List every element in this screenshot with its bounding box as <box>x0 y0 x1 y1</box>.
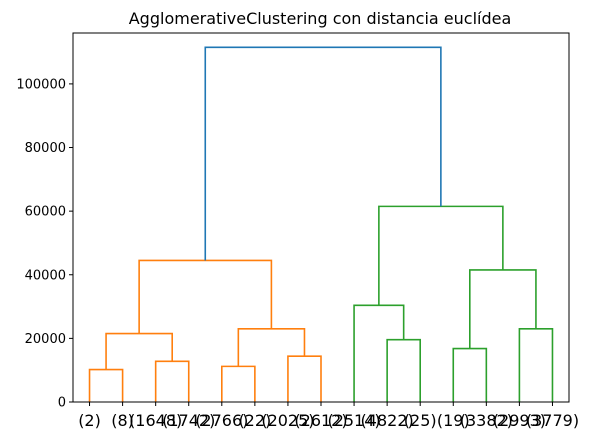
dendrogram-link <box>378 205 504 306</box>
dendrogram-link <box>204 46 442 261</box>
leaf-label: (2993) <box>493 411 546 430</box>
x-axis-ticks: (2) (8)(1648)(1742)(2766)(22)(2025)(2612)… <box>78 402 579 430</box>
leaf-label: (2025) <box>261 411 314 430</box>
dendrogram-link <box>452 347 488 402</box>
chart-title: AgglomerativeClustering con distancia eu… <box>129 9 512 28</box>
dendrogram-link <box>287 355 322 402</box>
dendrogram-link <box>88 368 124 402</box>
leaf-label: (2514) <box>327 411 380 430</box>
leaf-label: (3382) <box>460 411 513 430</box>
dendrogram-link <box>138 259 273 334</box>
leaf-label: (25) <box>404 411 437 430</box>
leaf-label: (8) <box>111 411 134 430</box>
plot-frame <box>72 32 570 403</box>
leaf-label: (19) <box>437 411 470 430</box>
y-tick-label: 20000 <box>25 332 66 347</box>
dendrogram-link <box>353 304 405 402</box>
leaf-label: (4822) <box>361 411 414 430</box>
y-tick-label: 100000 <box>16 77 66 92</box>
y-tick-label: 0 <box>58 396 66 411</box>
leaf-label: (22) <box>238 411 271 430</box>
dendrogram-link <box>237 328 306 367</box>
dendrogram-link <box>221 365 256 402</box>
dendrogram-link <box>469 269 537 349</box>
leaf-label: (3779) <box>526 411 579 430</box>
dendrogram-links <box>88 46 554 402</box>
leaf-label: (2766) <box>195 411 248 430</box>
dendrogram-link <box>386 338 421 402</box>
leaf-label: (1742) <box>162 411 215 430</box>
leaf-label: (2) <box>78 411 101 430</box>
y-tick-label: 80000 <box>25 141 66 156</box>
y-tick-label: 40000 <box>25 268 66 283</box>
y-axis-ticks: 0 20000 40000 60000 80000 100000 <box>16 77 73 411</box>
leaf-label: (2612) <box>294 411 347 430</box>
y-tick-label: 60000 <box>25 205 66 220</box>
dendrogram-link <box>518 328 554 402</box>
leaf-label: (1648) <box>129 411 182 430</box>
dendrogram-link <box>105 332 173 370</box>
dendrogram-link <box>154 360 190 402</box>
